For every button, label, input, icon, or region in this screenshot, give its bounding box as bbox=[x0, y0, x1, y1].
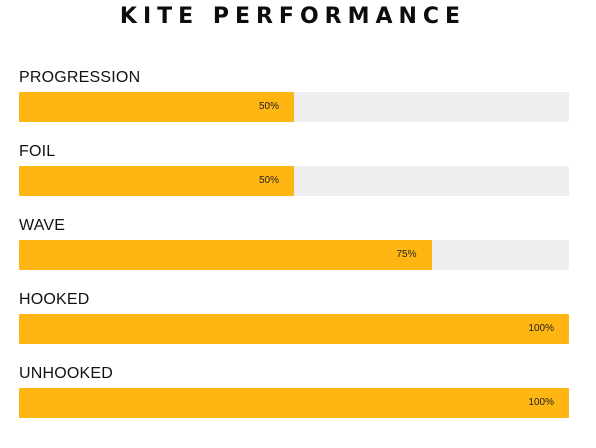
skill-label: PROGRESSION bbox=[19, 69, 141, 86]
progress-fill: 75% bbox=[19, 240, 432, 270]
progress-value: 50% bbox=[258, 101, 279, 112]
page-title: KITE PERFORMANCE bbox=[119, 4, 467, 29]
progress-track: 50% bbox=[19, 92, 569, 122]
progress-track: 100% bbox=[19, 314, 569, 344]
progress-fill: 100% bbox=[19, 314, 569, 344]
progress-value: 100% bbox=[528, 323, 554, 334]
skill-row-wave: WAVE 75% bbox=[19, 216, 569, 290]
skill-label: UNHOOKED bbox=[19, 365, 114, 382]
progress-fill: 50% bbox=[19, 92, 294, 122]
progress-value: 100% bbox=[528, 397, 554, 408]
skill-row-foil: FOIL 50% bbox=[19, 142, 569, 216]
progress-value: 50% bbox=[258, 175, 279, 186]
progress-track: 100% bbox=[19, 388, 569, 418]
skill-row-unhooked: UNHOOKED 100% bbox=[19, 364, 569, 438]
skill-label: WAVE bbox=[19, 217, 66, 234]
progress-track: 50% bbox=[19, 166, 569, 196]
progress-value: 75% bbox=[396, 249, 417, 260]
skill-row-progression: PROGRESSION 50% bbox=[19, 68, 569, 142]
skill-bars: PROGRESSION 50% FOIL 50% WAVE 75% HOOKED… bbox=[19, 68, 569, 438]
progress-fill: 50% bbox=[19, 166, 294, 196]
skill-row-hooked: HOOKED 100% bbox=[19, 290, 569, 364]
skill-label: FOIL bbox=[19, 143, 56, 160]
progress-fill: 100% bbox=[19, 388, 569, 418]
progress-track: 75% bbox=[19, 240, 569, 270]
skill-label: HOOKED bbox=[19, 291, 90, 308]
